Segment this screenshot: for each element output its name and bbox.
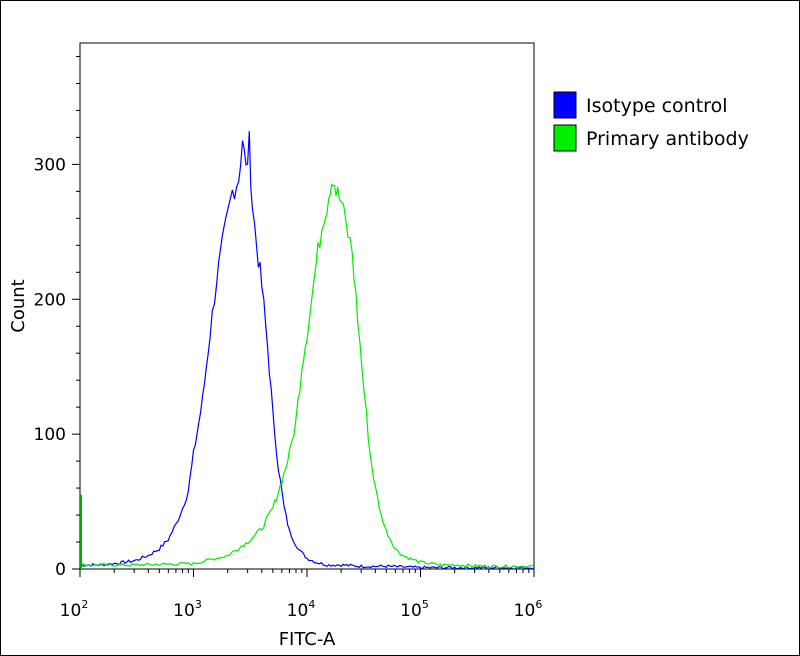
x-tick-exponent: 6 [535,598,542,611]
x-tick-base: 10 [400,601,422,621]
legend-label: Primary antibody [586,128,749,150]
legend-swatch [553,91,577,119]
x-axis-title: FITC-A [279,629,336,650]
y-tick-labels: 0 100 200 300 [34,155,66,580]
x-tick-exponent: 4 [308,598,315,611]
y-tick-label: 200 [34,290,66,310]
legend: Isotype control Primary antibody [553,91,749,152]
x-tick-base: 10 [60,601,82,621]
y-axis-title: Count [8,279,29,332]
x-tick-exponent: 2 [81,598,88,611]
series-line [79,131,535,570]
x-tick-base: 10 [287,601,309,621]
x-tick-label: 102 [60,598,89,621]
axis-major-ticks [72,55,535,577]
x-minor-ticks [113,569,530,573]
x-tick-label: 104 [287,598,316,621]
x-tick-label: 105 [400,598,429,621]
legend-label: Isotype control [586,95,727,117]
x-tick-base: 10 [173,601,195,621]
y-tick-label: 300 [34,155,66,175]
y-tick-label: 0 [55,560,66,580]
series-line [79,183,535,569]
series-layer [79,131,535,570]
legend-swatch [553,124,577,152]
x-tick-label: 103 [173,598,202,621]
x-tick-labels: 102 103 104 105 106 [60,598,543,621]
x-tick-label: 106 [514,598,543,621]
x-tick-exponent: 3 [195,598,202,611]
y-tick-label: 100 [34,425,66,445]
x-tick-base: 10 [514,601,536,621]
x-tick-exponent: 5 [422,598,429,611]
